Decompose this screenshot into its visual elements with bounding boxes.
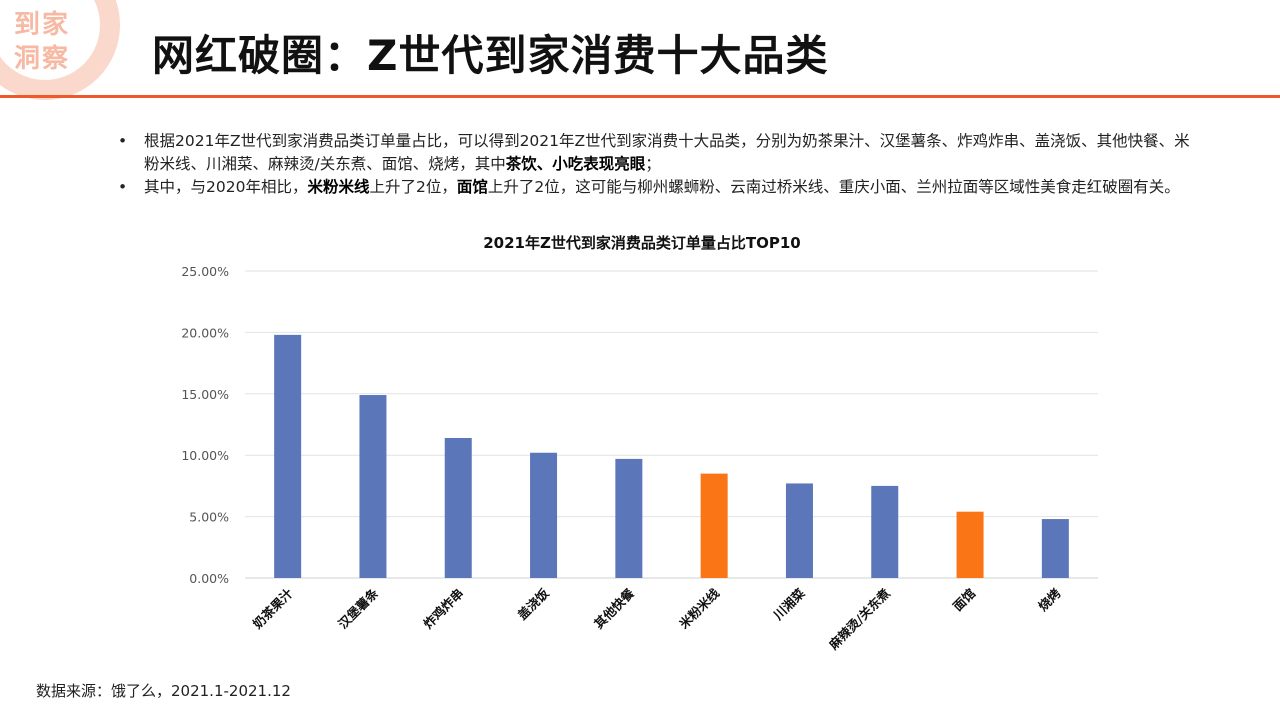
- x-tick-label: 盖浇饭: [515, 585, 552, 622]
- y-tick-label: 0.00%: [189, 571, 229, 586]
- x-tick-label: 面馆: [950, 586, 978, 614]
- bar: [444, 438, 472, 578]
- bullet-1-text: 根据2021年Z世代到家消费品类订单量占比，可以得到2021年Z世代到家消费十大…: [144, 132, 1190, 173]
- bar: [530, 452, 558, 578]
- y-tick-label: 10.00%: [181, 448, 229, 463]
- x-tick-label: 川湘菜: [770, 585, 808, 623]
- summary-bullets: 根据2021年Z世代到家消费品类订单量占比，可以得到2021年Z世代到家消费十大…: [118, 130, 1198, 199]
- y-tick-label: 5.00%: [189, 510, 229, 525]
- bullet-2-end: 上升了2位，这可能与柳州螺蛳粉、云南过桥米线、重庆小面、兰州拉面等区域性美食走红…: [487, 178, 1180, 196]
- brand-logo-line2: 洞察: [14, 44, 71, 74]
- bullet-1-end: ；: [645, 155, 661, 173]
- chart-title: 2021年Z世代到家消费品类订单量占比TOP10: [483, 234, 800, 252]
- y-tick-label: 20.00%: [181, 325, 229, 340]
- x-tick-label: 米粉米线: [676, 585, 723, 632]
- bullet-item-2: 其中，与2020年相比，米粉米线上升了2位，面馆上升了2位，这可能与柳州螺蛳粉、…: [118, 176, 1198, 199]
- bar: [274, 334, 302, 578]
- title-divider: [0, 95, 1280, 98]
- bar: [871, 485, 899, 578]
- bar: [359, 395, 387, 578]
- bullet-item-1: 根据2021年Z世代到家消费品类订单量占比，可以得到2021年Z世代到家消费十大…: [118, 130, 1198, 176]
- x-tick-label: 奶茶果汁: [250, 585, 296, 631]
- x-tick-label: 汉堡薯条: [335, 585, 381, 631]
- bullet-2-highlight-1: 米粉米线: [307, 178, 370, 196]
- bar: [956, 511, 984, 578]
- page-title: 网红破圈：Z世代到家消费十大品类: [152, 31, 829, 80]
- y-tick-label: 25.00%: [181, 264, 229, 279]
- x-tick-label: 其他快餐: [591, 585, 637, 631]
- bullet-2-mid: 上升了2位，: [369, 178, 457, 196]
- x-tick-label: 烧烤: [1035, 585, 1064, 614]
- bullet-2-text: 其中，与2020年相比，: [144, 178, 308, 196]
- brand-logo-line1: 到家: [14, 10, 71, 40]
- bar: [1041, 519, 1069, 578]
- bullet-2-highlight-2: 面馆: [456, 178, 488, 196]
- bar: [785, 483, 813, 578]
- brand-logo: 到家 洞察: [14, 8, 70, 76]
- bar: [700, 473, 728, 578]
- x-tick-label: 炸鸡炸串: [420, 586, 466, 632]
- bar: [615, 458, 643, 578]
- data-source-note: 数据来源：饿了么，2021.1-2021.12: [36, 682, 291, 700]
- y-tick-label: 15.00%: [181, 387, 229, 402]
- bullet-1-highlight: 茶饮、小吃表现亮眼: [505, 155, 646, 173]
- x-tick-label: 麻辣烫/关东煮: [825, 585, 893, 653]
